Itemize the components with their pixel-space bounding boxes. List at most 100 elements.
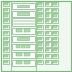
Bar <box>52 25 58 29</box>
Bar <box>3 48 9 52</box>
Bar <box>37 60 43 64</box>
Bar <box>12 28 34 34</box>
Bar <box>17 37 29 40</box>
Bar <box>37 25 43 29</box>
Bar <box>17 5 29 7</box>
Bar <box>4 61 8 63</box>
Bar <box>4 14 8 17</box>
Bar <box>38 14 42 17</box>
Bar <box>3 13 9 18</box>
Bar <box>44 60 50 64</box>
Bar <box>37 37 43 41</box>
Bar <box>52 42 58 47</box>
Bar <box>38 32 42 34</box>
Bar <box>37 48 43 52</box>
Bar <box>37 2 43 6</box>
Bar <box>53 55 57 57</box>
Bar <box>38 49 42 51</box>
Bar <box>53 38 57 40</box>
Bar <box>12 43 34 50</box>
Bar <box>4 20 8 22</box>
Bar <box>3 54 9 58</box>
Bar <box>44 2 50 6</box>
Bar <box>12 3 34 9</box>
Bar <box>12 18 34 26</box>
Bar <box>46 32 49 34</box>
Bar <box>3 8 9 12</box>
Bar <box>46 26 49 28</box>
Bar <box>12 51 34 58</box>
Bar <box>3 60 9 64</box>
Bar <box>3 31 9 35</box>
Bar <box>24 29 30 32</box>
Bar <box>38 38 42 40</box>
Bar <box>46 38 49 40</box>
Bar <box>46 3 49 5</box>
Bar <box>24 61 30 64</box>
Bar <box>44 13 50 18</box>
Bar <box>52 13 58 18</box>
Bar <box>52 31 58 35</box>
Bar <box>37 19 43 23</box>
Bar <box>37 31 43 35</box>
Bar <box>4 26 8 28</box>
Bar <box>44 37 50 41</box>
Bar <box>16 45 20 48</box>
Bar <box>4 49 8 51</box>
Bar <box>44 42 50 47</box>
Bar <box>53 20 57 22</box>
Bar <box>53 26 57 28</box>
Bar <box>38 9 42 11</box>
Bar <box>44 19 50 23</box>
Bar <box>38 20 42 22</box>
Bar <box>44 48 50 52</box>
Bar <box>38 55 42 57</box>
Bar <box>21 45 25 48</box>
Bar <box>46 14 49 17</box>
Bar <box>3 37 9 41</box>
Bar <box>46 9 49 11</box>
Bar <box>16 29 22 32</box>
Bar <box>3 42 9 47</box>
Bar <box>37 13 43 18</box>
Bar <box>12 59 34 66</box>
Bar <box>3 19 9 23</box>
Bar <box>12 35 34 42</box>
Bar <box>37 54 43 58</box>
Bar <box>46 55 49 57</box>
Bar <box>44 8 50 12</box>
Bar <box>46 61 49 63</box>
Bar <box>4 38 8 40</box>
Bar <box>44 25 50 29</box>
Bar <box>53 43 57 46</box>
Bar <box>53 49 57 51</box>
Bar <box>53 14 57 17</box>
Bar <box>52 19 58 23</box>
Bar <box>46 20 49 22</box>
Bar <box>3 2 9 6</box>
Bar <box>38 3 42 5</box>
Bar <box>52 8 58 12</box>
Bar <box>37 42 43 47</box>
Bar <box>46 43 49 46</box>
Bar <box>4 9 8 11</box>
Bar <box>16 53 22 56</box>
Bar <box>4 3 8 5</box>
Bar <box>52 60 58 64</box>
Bar <box>44 54 50 58</box>
Bar <box>52 37 58 41</box>
Bar <box>3 25 9 29</box>
Bar <box>38 26 42 28</box>
Bar <box>53 3 57 5</box>
Bar <box>12 11 34 16</box>
Bar <box>46 49 49 51</box>
Bar <box>52 2 58 6</box>
Bar <box>38 61 42 63</box>
Bar <box>24 53 30 56</box>
Bar <box>52 48 58 52</box>
Bar <box>53 61 57 63</box>
Bar <box>16 61 22 64</box>
Bar <box>26 45 30 48</box>
Bar <box>44 31 50 35</box>
Bar <box>37 8 43 12</box>
